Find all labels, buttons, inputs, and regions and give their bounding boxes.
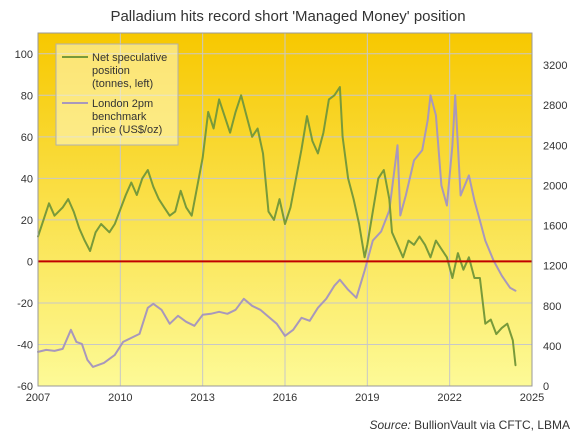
- y-right-tick-label: 2400: [543, 140, 567, 152]
- y-right-tick-label: 3200: [543, 60, 567, 72]
- series-lines: [37, 86, 517, 368]
- legend-label-london-price-line1: London 2pm: [92, 98, 153, 110]
- y-axis-left-ticks: -60 -40 -20 0 20 40 60 80 100: [15, 49, 33, 393]
- x-tick-label: 2010: [108, 392, 132, 404]
- source-text: BullionVault via CFTC, LBMA: [411, 418, 570, 432]
- x-tick-label: 2007: [26, 392, 50, 404]
- plot-border: [37, 32, 533, 387]
- x-axis-ticks: 2007 2010 2013 2016 2019 2022 2025: [26, 392, 544, 404]
- x-tick-label: 2016: [273, 392, 297, 404]
- y-axis-right-ticks: 0 400 800 1200 1600 2000 2400 2800 3200: [543, 60, 567, 393]
- x-tick-label: 2022: [437, 392, 461, 404]
- x-tick-label: 2019: [355, 392, 379, 404]
- y-right-tick-label: 0: [543, 381, 549, 393]
- y-right-tick-label: 1600: [543, 221, 567, 233]
- legend-label-net-speculative-line3: (tonnes, left): [92, 78, 153, 90]
- y-right-tick-label: 1200: [543, 261, 567, 273]
- x-tick-label: 2025: [520, 392, 544, 404]
- y-left-tick-label: -60: [17, 381, 33, 393]
- legend-label-london-price-line3: price (US$/oz): [92, 124, 162, 136]
- x-tick-label: 2013: [190, 392, 214, 404]
- legend-box: [55, 43, 179, 146]
- legend-label-net-speculative-line1: Net speculative: [92, 52, 167, 64]
- y-left-tick-label: -20: [17, 298, 33, 310]
- y-left-tick-label: 60: [21, 132, 33, 144]
- y-left-tick-label: 40: [21, 173, 33, 185]
- legend-label-net-speculative-line2: position: [92, 65, 130, 77]
- y-left-tick-label: 0: [27, 256, 33, 268]
- chart-title: Palladium hits record short 'Managed Mon…: [110, 8, 465, 25]
- y-right-tick-label: 2000: [543, 180, 567, 192]
- y-left-tick-label: 80: [21, 90, 33, 102]
- source-note: Source: BullionVault via CFTC, LBMA: [369, 418, 570, 432]
- source-prefix: Source:: [369, 418, 410, 432]
- legend: Net speculative position (tonnes, left) …: [55, 43, 179, 146]
- series-line-net-speculative: [37, 86, 517, 367]
- y-left-tick-label: 20: [21, 215, 33, 227]
- y-right-tick-label: 800: [543, 301, 561, 313]
- y-left-tick-label: -40: [17, 339, 33, 351]
- y-right-tick-label: 400: [543, 341, 561, 353]
- y-right-tick-label: 2800: [543, 100, 567, 112]
- legend-label-london-price-line2: benchmark: [92, 111, 147, 123]
- series-line-london-price: [37, 94, 517, 368]
- y-left-tick-label: 100: [15, 49, 33, 61]
